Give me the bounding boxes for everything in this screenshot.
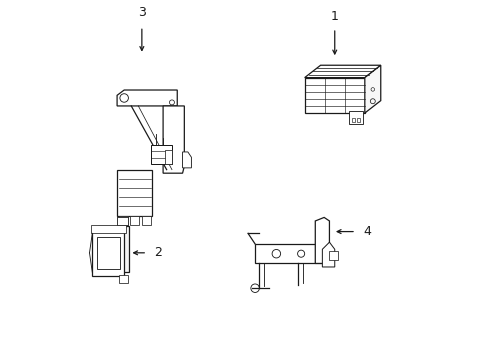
Polygon shape: [315, 217, 329, 264]
Polygon shape: [163, 106, 184, 173]
Bar: [119, 216, 127, 225]
Bar: [117, 170, 152, 216]
Bar: [117, 217, 127, 225]
Bar: [164, 150, 172, 164]
Bar: [329, 251, 338, 260]
Bar: [119, 275, 127, 283]
Polygon shape: [304, 78, 364, 113]
Polygon shape: [255, 244, 325, 264]
Polygon shape: [97, 237, 120, 269]
Bar: [348, 111, 362, 123]
Text: 3: 3: [138, 6, 145, 19]
Bar: [142, 216, 150, 225]
Polygon shape: [322, 242, 334, 267]
Polygon shape: [98, 226, 129, 272]
Text: 4: 4: [362, 225, 370, 238]
Text: 2: 2: [154, 246, 162, 259]
Bar: [150, 145, 172, 164]
Polygon shape: [117, 90, 177, 106]
Bar: [130, 216, 139, 225]
Bar: [356, 118, 359, 122]
Polygon shape: [304, 65, 380, 78]
Polygon shape: [182, 152, 191, 168]
Bar: [351, 118, 354, 122]
Polygon shape: [92, 230, 124, 276]
Bar: [90, 225, 126, 233]
Polygon shape: [364, 65, 380, 113]
Text: 1: 1: [330, 10, 338, 23]
Bar: [117, 217, 127, 225]
